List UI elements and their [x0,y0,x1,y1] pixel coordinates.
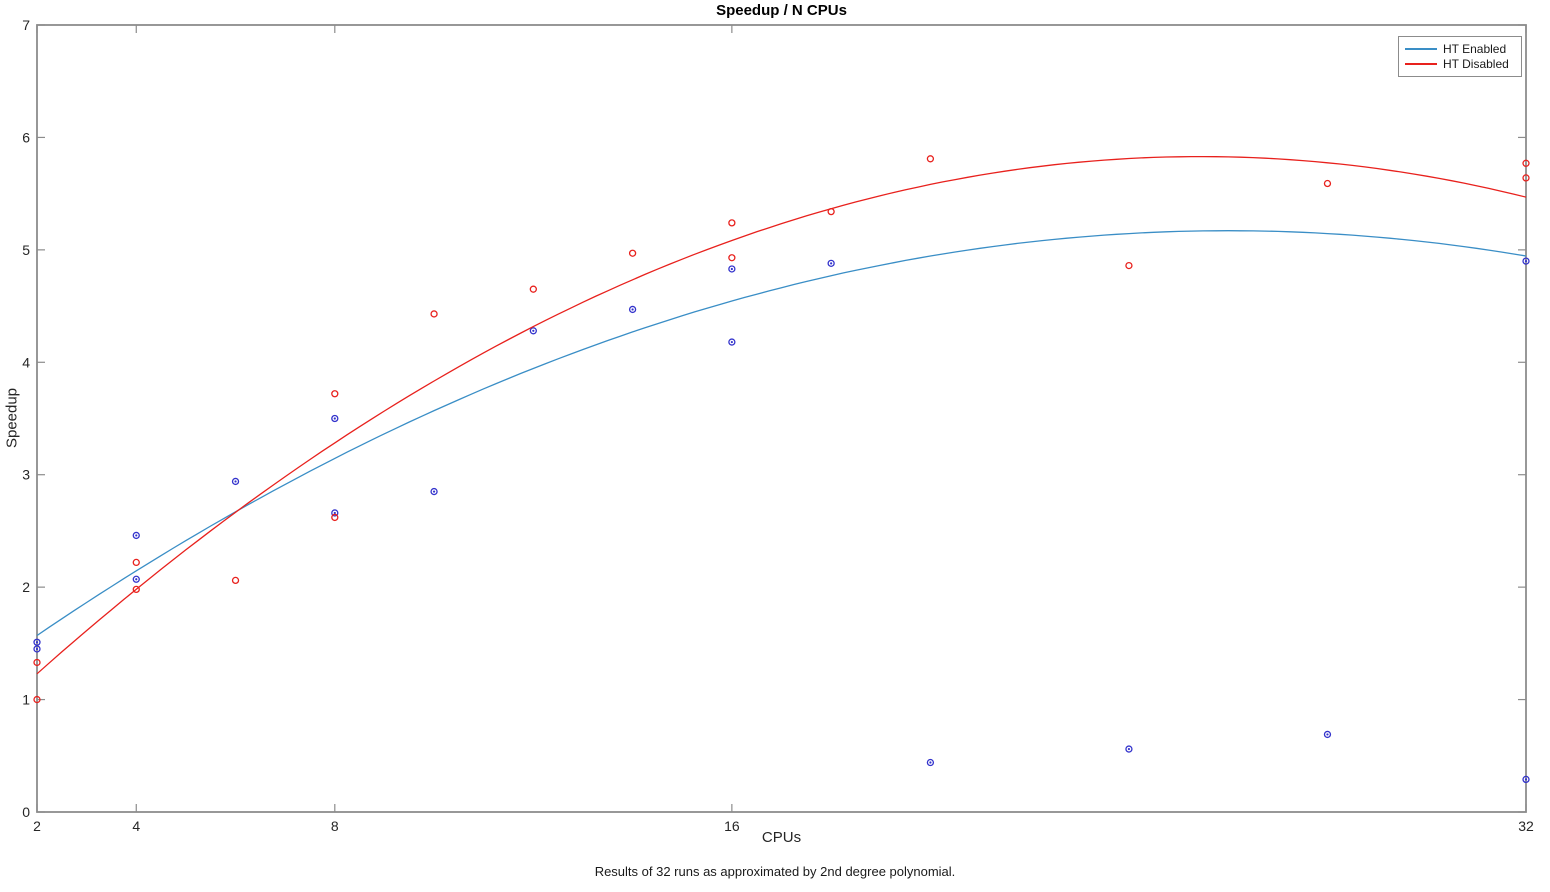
fit-curve-ht-disabled [36,155,1527,675]
data-point-center-dot [1326,733,1329,736]
legend-item-ht-enabled: HT Enabled [1405,41,1515,56]
data-point-ht-enabled [1323,730,1332,739]
x-tick-label: 8 [331,818,339,834]
legend-line-ht-enabled-icon [1405,47,1437,50]
data-point-ht-disabled [827,207,835,216]
y-tick-label: 2 [22,579,30,595]
data-point-center-dot [135,534,138,537]
data-point-ht-disabled [728,254,736,262]
data-point-ht-enabled [132,531,140,540]
data-point-center-dot [234,480,237,483]
y-tick-label: 3 [22,467,30,483]
x-tick-label: 16 [724,818,740,834]
y-tick-label: 5 [22,242,30,258]
data-point-ht-disabled [33,695,41,704]
y-tick-label: 0 [22,804,30,820]
data-point-ht-enabled [132,575,140,583]
data-point-ht-enabled [33,645,41,653]
x-tick-label: 2 [33,818,41,834]
data-point-ht-disabled [430,310,438,318]
data-point-ht-disabled [331,513,339,522]
figure-caption: Results of 32 runs as approximated by 2n… [594,864,956,879]
data-point-ht-disabled [331,390,339,398]
legend-label-ht-disabled: HT Disabled [1443,56,1509,71]
legend-label-ht-enabled: HT Enabled [1443,41,1507,56]
data-point-ht-enabled [1125,745,1133,753]
data-point-center-dot [730,340,733,344]
x-tick-label: 4 [132,818,140,834]
data-point-ht-enabled [1522,257,1530,265]
data-point-ht-enabled [1522,775,1530,784]
data-point-center-dot [1524,778,1528,781]
data-point-center-dot [432,490,436,493]
data-point-ht-enabled [529,327,537,335]
data-point-ht-enabled [728,338,736,346]
data-point-center-dot [1127,747,1131,751]
data-point-ht-disabled [132,585,140,594]
data-point-ht-disabled [1522,174,1530,182]
data-point-ht-disabled [628,249,637,257]
data-point-ht-disabled [1323,179,1332,188]
data-point-center-dot [730,267,733,271]
data-point-center-dot [333,417,336,420]
chart-title: Speedup / N CPUs [716,2,847,19]
y-axis-label: Speedup [3,387,21,449]
data-point-ht-enabled [728,265,736,273]
data-point-center-dot [333,511,336,515]
data-point-center-dot [830,262,833,265]
data-point-ht-disabled [1125,261,1133,270]
data-point-center-dot [532,329,535,332]
data-point-ht-enabled [33,638,41,646]
data-point-ht-enabled [331,509,339,517]
data-point-center-dot [135,578,138,581]
data-point-ht-disabled [231,576,240,585]
data-point-ht-disabled [728,219,736,227]
y-tick-label: 4 [22,354,30,370]
data-point-center-dot [929,761,932,764]
data-point-ht-disabled [926,155,935,163]
data-point-ht-enabled [231,477,240,486]
data-point-ht-enabled [827,259,835,267]
data-point-ht-enabled [926,758,935,767]
y-tick-label: 1 [22,692,30,708]
y-tick-label: 7 [22,17,30,33]
legend: HT Enabled HT Disabled [1398,36,1522,77]
data-point-center-dot [631,308,634,311]
data-point-center-dot [35,647,39,651]
data-point-ht-enabled [628,305,637,314]
data-point-center-dot [1524,260,1528,263]
data-point-ht-enabled [430,487,438,496]
x-axis-label: CPUs [761,829,802,846]
x-tick-label: 32 [1518,818,1534,834]
legend-line-ht-disabled-icon [1405,62,1437,65]
y-tick-label: 6 [22,129,30,145]
legend-item-ht-disabled: HT Disabled [1405,56,1515,71]
data-point-ht-disabled [33,658,41,667]
fit-curve-ht-enabled [36,230,1527,637]
data-point-ht-enabled [331,414,339,423]
axes-frame [36,24,1527,813]
data-point-ht-disabled [1522,159,1530,167]
data-point-ht-disabled [529,285,537,293]
data-point-ht-disabled [132,558,140,567]
data-point-center-dot [35,641,39,644]
